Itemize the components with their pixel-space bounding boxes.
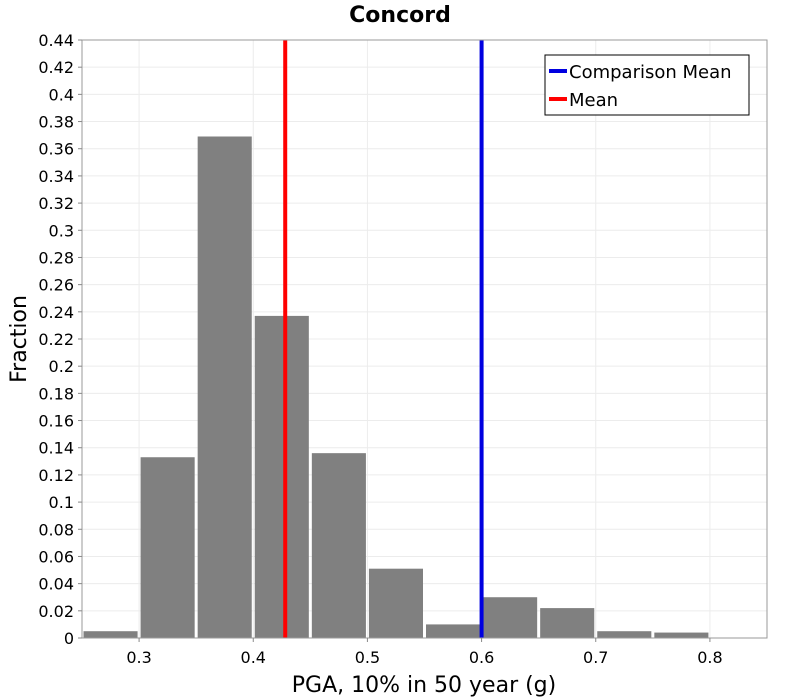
y-tick-label: 0.1 xyxy=(49,493,74,512)
x-tick-label: 0.4 xyxy=(241,648,266,667)
histogram-bar xyxy=(540,608,595,638)
histogram-bar xyxy=(197,136,252,638)
reference-lines xyxy=(283,40,484,638)
legend: Comparison Mean Mean xyxy=(544,54,750,116)
y-axis-label: Fraction xyxy=(7,295,32,383)
x-axis-label: PGA, 10% in 50 year (g) xyxy=(292,673,556,698)
x-tick-label: 0.6 xyxy=(469,648,494,667)
chart-title: Concord xyxy=(349,3,451,28)
x-axis-ticks: 0.3 0.4 0.5 0.6 0.7 0.8 xyxy=(126,638,723,667)
y-tick-label: 0.2 xyxy=(49,357,74,376)
histogram-bar xyxy=(654,632,709,638)
y-tick-label: 0.22 xyxy=(38,330,74,349)
y-tick-label: 0.04 xyxy=(38,575,74,594)
y-tick-label: 0.06 xyxy=(38,547,74,566)
y-tick-label: 0.36 xyxy=(38,140,74,159)
x-tick-label: 0.5 xyxy=(355,648,380,667)
histogram-bar xyxy=(368,568,423,638)
legend-entry: Comparison Mean xyxy=(569,62,732,83)
y-tick-label: 0.28 xyxy=(38,248,74,267)
y-axis-ticks: 0 0.02 0.04 0.06 0.08 0.1 0.12 0.14 0.16 0.18 0.2 0… xyxy=(38,31,82,648)
bars xyxy=(83,136,709,638)
y-tick-label: 0.24 xyxy=(38,303,74,322)
y-tick-label: 0.08 xyxy=(38,520,74,539)
x-tick-label: 0.3 xyxy=(126,648,151,667)
histogram-bar xyxy=(254,315,309,638)
histogram-bar xyxy=(597,631,652,638)
y-tick-label: 0.26 xyxy=(38,276,74,295)
y-tick-label: 0.14 xyxy=(38,439,74,458)
y-tick-label: 0.3 xyxy=(49,221,74,240)
y-tick-label: 0.38 xyxy=(38,113,74,132)
x-tick-label: 0.7 xyxy=(583,648,608,667)
y-tick-label: 0.44 xyxy=(38,31,74,50)
histogram-bar xyxy=(426,624,481,638)
legend-box xyxy=(544,54,750,116)
histogram-bar xyxy=(83,631,138,638)
y-tick-label: 0.34 xyxy=(38,167,74,186)
histogram-bar xyxy=(483,597,538,638)
y-tick-label: 0.12 xyxy=(38,466,74,485)
legend-entry: Mean xyxy=(569,90,618,111)
histogram-bar xyxy=(311,453,366,638)
y-tick-label: 0.18 xyxy=(38,384,74,403)
y-tick-label: 0.16 xyxy=(38,412,74,431)
x-tick-label: 0.8 xyxy=(697,648,722,667)
histogram-bar xyxy=(140,457,195,638)
y-tick-label: 0.02 xyxy=(38,602,74,621)
y-tick-label: 0.32 xyxy=(38,194,74,213)
y-tick-label: 0.42 xyxy=(38,58,74,77)
y-tick-label: 0.4 xyxy=(49,85,74,104)
y-tick-label: 0 xyxy=(64,629,74,648)
